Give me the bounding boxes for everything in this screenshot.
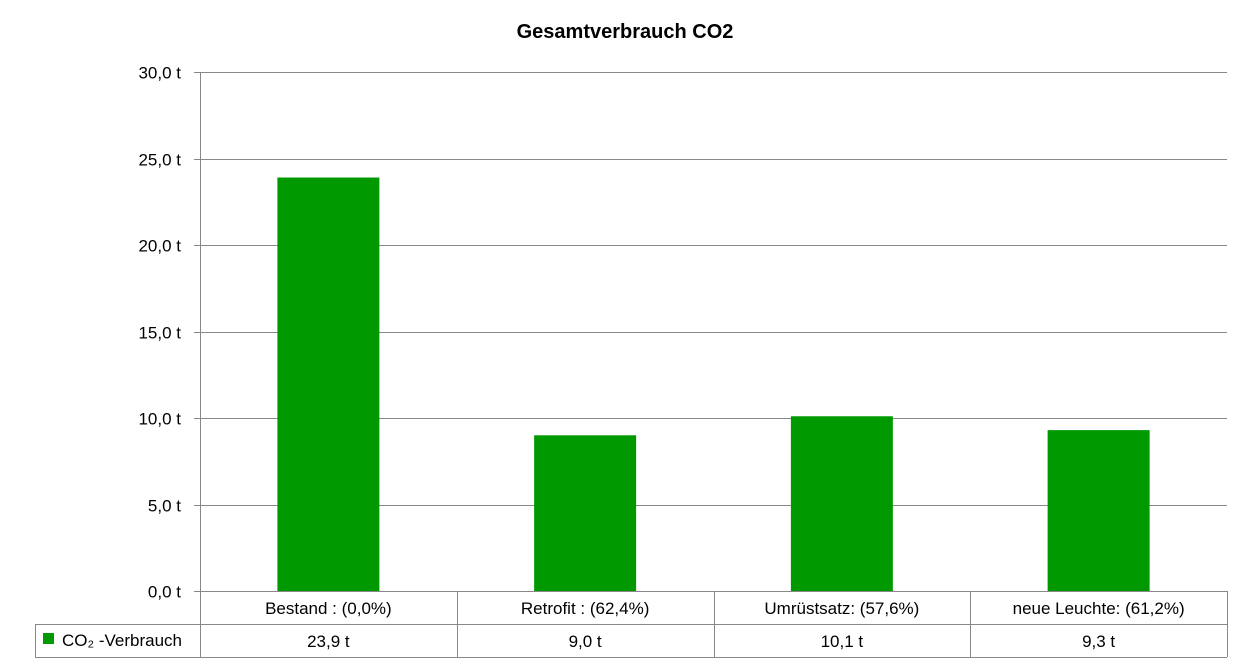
data-label: 10,1 t xyxy=(821,632,864,651)
legend-swatch xyxy=(43,633,54,644)
y-tick-label: 15,0 t xyxy=(138,324,181,343)
bar xyxy=(277,177,380,591)
category-label: Umrüstsatz: (57,6%) xyxy=(764,599,919,618)
y-tick-label: 20,0 t xyxy=(138,237,181,256)
bar xyxy=(1047,430,1150,591)
category-label: neue Leuchte: (61,2%) xyxy=(1013,599,1185,618)
category-label: Bestand : (0,0%) xyxy=(265,599,392,618)
y-tick-label: 5,0 t xyxy=(148,497,181,516)
category-label: Retrofit : (62,4%) xyxy=(521,599,650,618)
bar xyxy=(534,435,637,591)
y-tick-label: 25,0 t xyxy=(138,151,181,170)
y-axis: 0,0 t 5,0 t 10,0 t 15,0 t 20,0 t 25,0 t 30,0 t xyxy=(138,64,201,657)
bar xyxy=(790,416,893,591)
data-label: 9,3 t xyxy=(1082,632,1115,651)
bars xyxy=(277,177,1150,591)
data-label: 23,9 t xyxy=(307,632,350,651)
legend-label: CO₂ -Verbrauch xyxy=(62,631,182,650)
y-tick-label: 30,0 t xyxy=(138,64,181,83)
y-tick-label: 10,0 t xyxy=(138,410,181,429)
data-label: 9,0 t xyxy=(569,632,602,651)
data-table: Bestand : (0,0%) 23,9 t Retrofit : (62,4%)… xyxy=(35,591,1228,658)
y-tick-label: 0,0 t xyxy=(148,583,181,602)
chart-title: Gesamtverbrauch CO2 xyxy=(517,21,734,43)
